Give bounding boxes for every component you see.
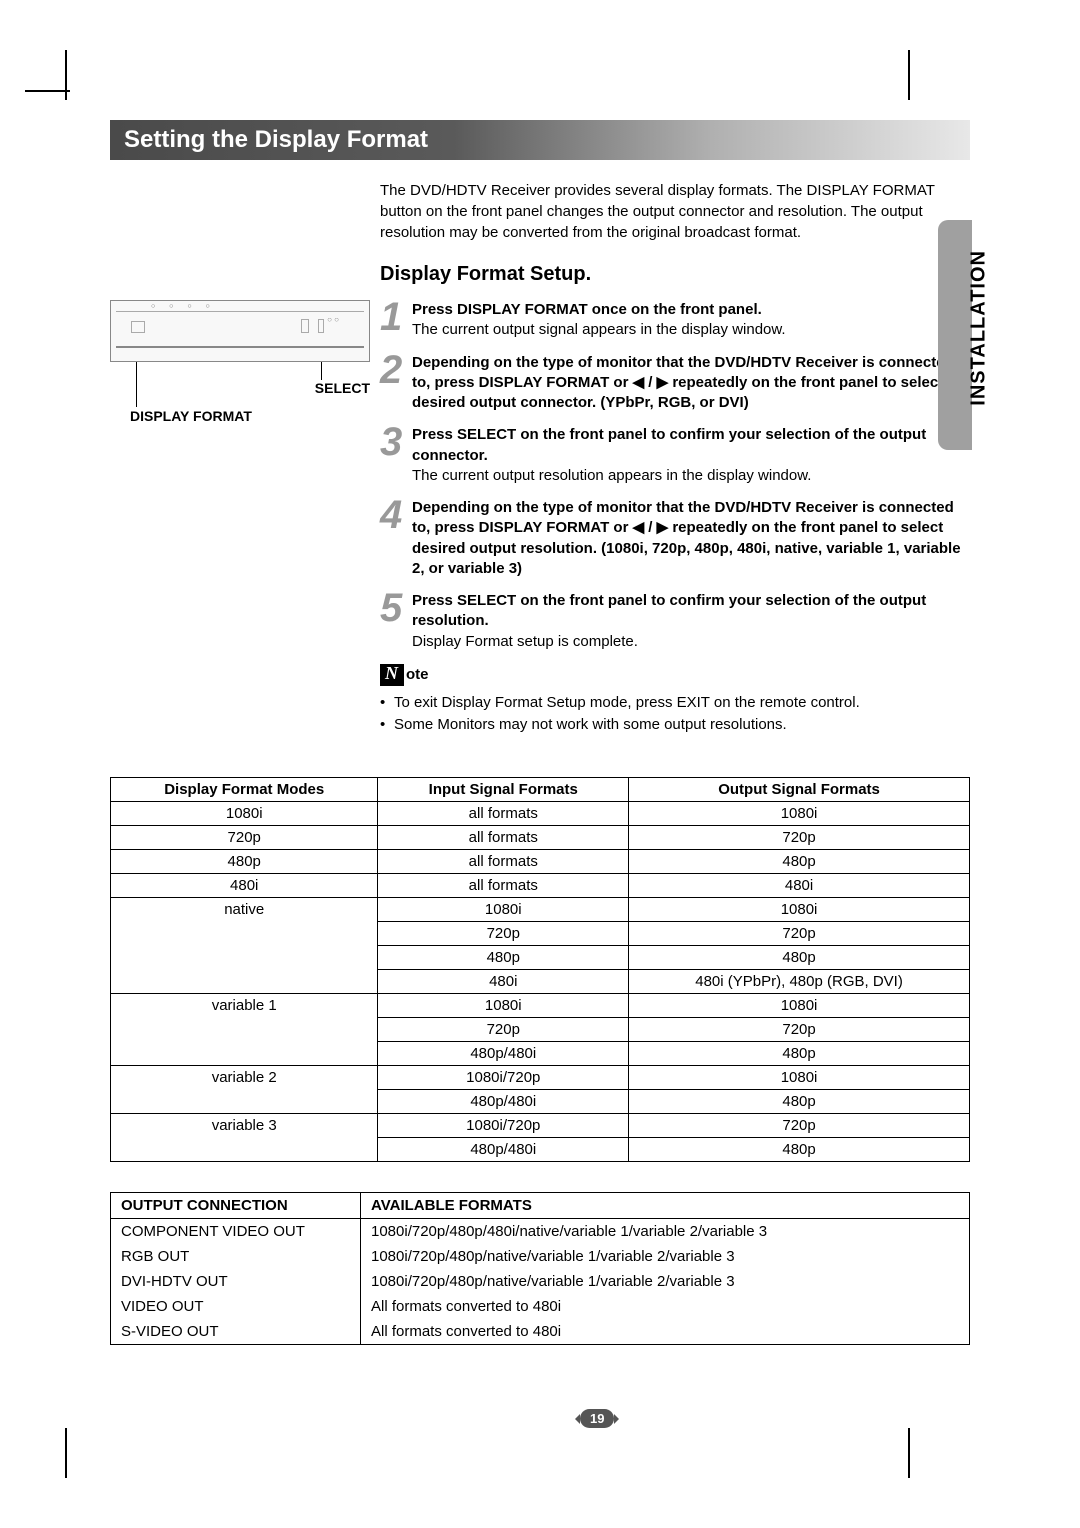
table-row: 720pall formats720p [111,825,970,849]
device-diagram: ○ ○ ○ ○ ○ ○ [110,300,370,362]
crop-mark [908,50,910,100]
step-text: Press SELECT on the front panel to confi… [412,425,970,486]
display-format-table: Display Format ModesInput Signal Formats… [110,777,970,1162]
crop-mark [65,50,67,100]
step: 2Depending on the type of monitor that t… [380,353,970,414]
table-row: variable 11080i1080i [111,993,970,1017]
table-row: native1080i1080i [111,897,970,921]
table-header: Output Signal Formats [629,777,970,801]
step: 3Press SELECT on the front panel to conf… [380,425,970,486]
step-number: 5 [380,591,406,625]
step-text: Press DISPLAY FORMAT once on the front p… [412,300,970,341]
table-row: 480iall formats480i [111,873,970,897]
steps-column: 1Press DISPLAY FORMAT once on the front … [380,300,970,737]
crop-mark [25,90,70,92]
table-row: 1080iall formats1080i [111,801,970,825]
step-text: Depending on the type of monitor that th… [412,498,970,579]
note-icon: N [380,664,404,686]
step-number: 4 [380,498,406,532]
crop-mark [908,1428,910,1478]
side-tab-label: INSTALLATION [968,250,991,406]
step: 5Press SELECT on the front panel to conf… [380,591,970,652]
table-row: S-VIDEO OUTAll formats converted to 480i [111,1319,970,1345]
table-row: 480pall formats480p [111,849,970,873]
note-item: To exit Display Format Setup mode, press… [380,692,970,715]
page-title: Setting the Display Format [110,120,970,160]
diagram-column: ○ ○ ○ ○ ○ ○ SELECT DISPLAY FORMAT [110,300,380,737]
table-header: Input Signal Formats [378,777,629,801]
select-annotation: SELECT [315,380,370,396]
notes-list: To exit Display Format Setup mode, press… [380,692,970,737]
table-row: variable 31080i/720p720p [111,1113,970,1137]
note-label: ote [406,666,429,683]
table-header: Display Format Modes [111,777,378,801]
step-number: 1 [380,300,406,334]
output-connection-table: OUTPUT CONNECTIONAVAILABLE FORMATSCOMPON… [110,1192,970,1345]
step-number: 3 [380,425,406,459]
table-row: DVI-HDTV OUT1080i/720p/480p/native/varia… [111,1269,970,1294]
table-header: OUTPUT CONNECTION [111,1192,361,1218]
intro-paragraph: The DVD/HDTV Receiver provides several d… [380,180,970,243]
section-heading: Display Format Setup. [380,263,970,286]
table-row: VIDEO OUTAll formats converted to 480i [111,1294,970,1319]
step: 1Press DISPLAY FORMAT once on the front … [380,300,970,341]
step-text: Depending on the type of monitor that th… [412,353,970,414]
table-row: variable 21080i/720p1080i [111,1065,970,1089]
step-text: Press SELECT on the front panel to confi… [412,591,970,652]
note-item: Some Monitors may not work with some out… [380,714,970,737]
table-header: AVAILABLE FORMATS [361,1192,970,1218]
step: 4Depending on the type of monitor that t… [380,498,970,579]
table-row: RGB OUT1080i/720p/480p/native/variable 1… [111,1244,970,1269]
crop-mark [65,1428,67,1478]
table-row: COMPONENT VIDEO OUT1080i/720p/480p/480i/… [111,1218,970,1244]
page-number: 19 [580,1409,614,1428]
display-format-430annotation: DISPLAY FORMAT [130,408,252,424]
step-number: 2 [380,353,406,387]
